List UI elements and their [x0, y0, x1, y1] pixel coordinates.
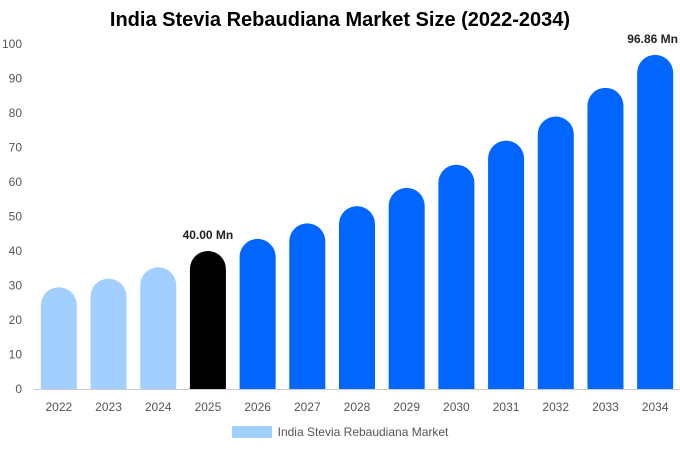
y-tick-label: 80 — [9, 106, 23, 120]
x-tick-label-2028: 2028 — [344, 400, 371, 414]
bar-2027[interactable] — [289, 223, 326, 389]
data-label-2034: 96.86 Mn — [627, 32, 678, 46]
x-tick-label-2033: 2033 — [592, 400, 619, 414]
y-tick-label: 100 — [2, 37, 22, 51]
y-tick-label: 90 — [9, 72, 23, 86]
y-tick-label: 60 — [9, 175, 23, 189]
y-tick-label: 70 — [9, 141, 23, 155]
bar-2032[interactable] — [537, 116, 574, 389]
x-tick-label-2022: 2022 — [45, 400, 72, 414]
x-axis-ticks: 2022 2023 2024 2025 2026 2027 2028 2029 2030 2031… — [45, 400, 668, 414]
legend-swatch — [231, 426, 272, 438]
x-tick-label-2034: 2034 — [642, 400, 669, 414]
bar-2028[interactable] — [339, 206, 375, 389]
chart-title: India Stevia Rebaudiana Market Size (202… — [109, 9, 571, 31]
bar-2030[interactable] — [438, 164, 475, 389]
y-tick-label: 30 — [9, 279, 23, 293]
bar-2034[interactable] — [637, 54, 674, 389]
x-tick-label-2032: 2032 — [542, 400, 569, 414]
x-tick-label-2023: 2023 — [95, 400, 122, 414]
bar-2022[interactable] — [40, 287, 77, 389]
bar-2023[interactable] — [90, 278, 127, 389]
bar-2024[interactable] — [140, 267, 177, 389]
y-tick-label: 0 — [15, 382, 22, 396]
y-tick-label: 50 — [9, 210, 23, 224]
bars — [40, 54, 674, 389]
data-labels: 40.00 Mn 96.86 Mn — [183, 32, 678, 242]
bar-2031[interactable] — [488, 140, 525, 389]
y-tick-label: 40 — [9, 244, 23, 258]
x-tick-label-2029: 2029 — [393, 400, 420, 414]
bar-2033[interactable] — [587, 87, 624, 389]
y-tick-label: 10 — [9, 348, 23, 362]
bar-2029[interactable] — [388, 187, 425, 389]
x-tick-label-2024: 2024 — [145, 400, 172, 414]
y-tick-label: 20 — [9, 313, 23, 327]
legend[interactable]: India Stevia Rebaudiana Market — [0, 425, 680, 439]
legend-label: India Stevia Rebaudiana Market — [277, 425, 449, 439]
x-tick-label-2026: 2026 — [244, 400, 271, 414]
y-axis-ticks: 0 10 20 30 40 50 60 70 80 90 100 — [2, 37, 22, 396]
bar-2025[interactable] — [189, 251, 226, 389]
data-label-2025: 40.00 Mn — [183, 228, 234, 242]
x-tick-label-2031: 2031 — [493, 400, 520, 414]
x-tick-label-2030: 2030 — [443, 400, 470, 414]
x-tick-label-2025: 2025 — [195, 400, 222, 414]
x-tick-label-2027: 2027 — [294, 400, 321, 414]
bar-2026[interactable] — [239, 238, 276, 389]
